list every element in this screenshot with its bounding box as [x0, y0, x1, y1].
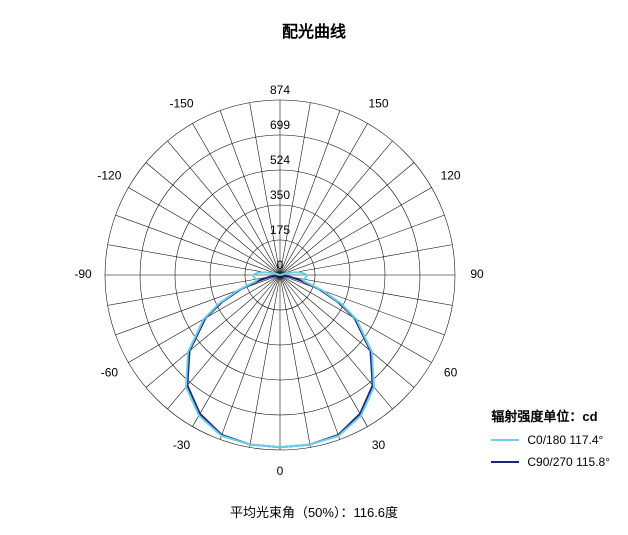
legend-swatch-c0 [491, 439, 519, 441]
svg-text:-150: -150 [169, 97, 193, 111]
legend-label-c90: C90/270 115.8° [527, 455, 610, 469]
svg-text:-30: -30 [173, 438, 191, 452]
svg-text:350: 350 [270, 188, 290, 202]
svg-text:699: 699 [270, 118, 290, 132]
legend-unit-label: 辐射强度单位：cd [491, 406, 610, 425]
svg-text:-90: -90 [74, 267, 92, 281]
svg-text:874: 874 [270, 83, 290, 97]
legend-item-c90: C90/270 115.8° [491, 455, 610, 469]
svg-text:0: 0 [277, 464, 284, 478]
svg-text:30: 30 [372, 438, 386, 452]
svg-text:120: 120 [441, 169, 461, 183]
svg-text:175: 175 [270, 223, 290, 237]
svg-text:524: 524 [270, 153, 290, 167]
footer-label: 平均光束角（50%）：116.6度 [0, 502, 628, 521]
svg-text:-60: -60 [101, 366, 119, 380]
svg-text:60: 60 [444, 366, 458, 380]
legend-item-c0: C0/180 117.4° [491, 433, 610, 447]
legend-swatch-c90 [491, 461, 519, 463]
svg-text:150: 150 [368, 97, 388, 111]
svg-text:-120: -120 [97, 169, 121, 183]
svg-text:90: 90 [470, 267, 484, 281]
legend: 辐射强度单位：cd C0/180 117.4° C90/270 115.8° [491, 406, 610, 469]
legend-label-c0: C0/180 117.4° [527, 433, 603, 447]
svg-text:0: 0 [277, 258, 284, 272]
